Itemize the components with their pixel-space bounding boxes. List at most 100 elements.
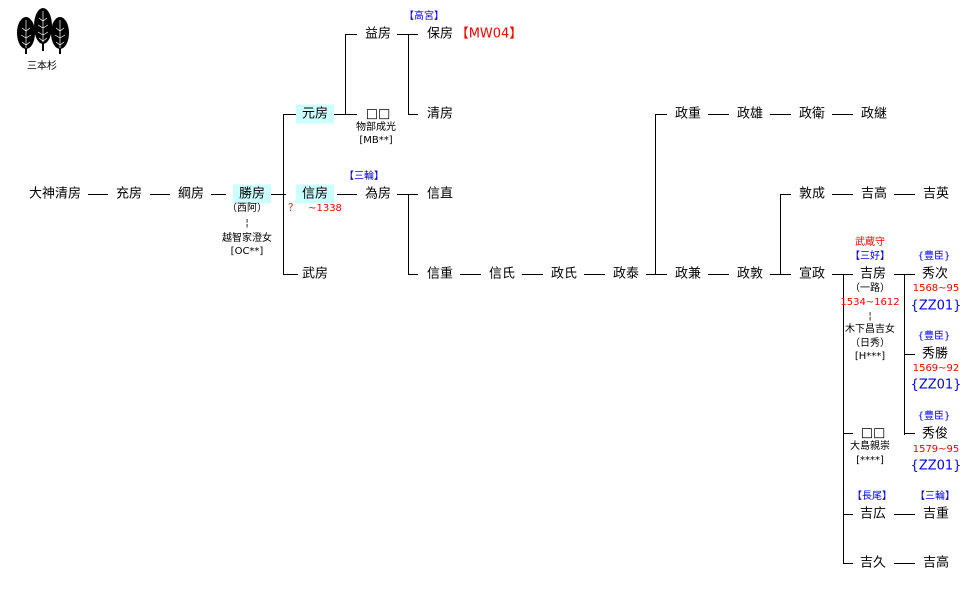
unknown1-code: [MB**] [359,135,393,146]
hidekatsu-clan: {豊臣} [917,331,951,342]
hidetsugu-clan: {豊臣} [917,251,951,262]
person-masashige: 政重 [674,106,702,122]
connector-line [522,274,543,275]
katsufusa-alias: （西阿） [227,203,267,214]
connector-line [843,563,853,564]
katsufusa-wife: 越智家澄女 [222,233,272,244]
connector-line [88,194,108,195]
person-norimasa: 宣政 [798,266,826,282]
connector-line [770,114,791,115]
connector-line [904,354,915,355]
person-unknown1: □□ [365,106,391,122]
yoshishige-clan: 【三輪】 [915,491,955,502]
yoshihiro-clan: 【長尾】 [852,491,892,502]
person-kiyofusa: 清房 [426,106,454,122]
hidekatsu-code: {ZZ01} [910,377,962,393]
person-masao: 政雄 [736,106,764,122]
hidetoshi-clan: {豊臣} [917,411,951,422]
yoshifusa-wife-alias: （日秀） [850,338,890,349]
person-yoshihide: 吉英 [922,186,950,202]
connector-line [843,274,844,564]
connector-line [150,194,170,195]
person-katsufusa: 勝房 [232,184,272,204]
connector-line [408,274,418,275]
person-nobuuji: 信氏 [488,266,516,282]
unknown2-code: [****] [856,455,884,466]
three-cedar-trees-crest-icon [17,8,69,54]
connector-line [894,514,915,515]
person-takefusa: 武房 [301,266,329,282]
connector-line [283,114,296,115]
hidekatsu-dates: 1569~92 [912,363,960,374]
hidetoshi-code: {ZZ01} [910,458,962,474]
unknown2-note: 大島親崇 [850,441,890,452]
person-masayasu: 政泰 [612,266,640,282]
connector-line [337,194,357,195]
person-yoshitaka-1: 吉高 [860,186,888,202]
tamefusa-clan: 【三輪】 [344,171,384,182]
connector-line [904,274,905,435]
person-unknown2: □□ [860,425,886,441]
connector-line [843,433,853,434]
crest-label: 三本杉 [27,61,57,72]
connector-line [655,114,656,275]
marriage-mark: ¦ [868,311,872,322]
person-yasufusa: 保房 [426,26,454,42]
connector-line [780,194,781,275]
person-hidekatsu: 秀勝 [921,346,949,362]
person-nobushige: 信重 [426,266,454,282]
person-yoshishige: 吉重 [922,506,950,522]
connector-line [708,274,729,275]
connector-line [265,194,286,195]
connector-line [843,514,853,515]
connector-line [408,34,409,115]
katsufusa-wife-code: [OC**] [230,246,264,257]
connector-line [894,563,915,564]
connector-line [780,194,791,195]
hidetsugu-code: {ZZ01} [910,298,962,314]
connector-line [832,194,853,195]
connector-line [904,433,915,434]
connector-line [584,274,605,275]
connector-line [832,114,853,115]
connector-line [894,194,915,195]
yoshifusa-wife-code: [H***] [854,351,886,362]
hidetsugu-dates: 1568~95 [912,283,960,294]
person-masatsugu: 政継 [860,106,888,122]
connector-line [283,114,284,275]
connector-line [646,274,667,275]
person-yoshihiro: 吉広 [859,506,887,522]
connector-line [408,194,409,275]
connector-line [655,114,667,115]
connector-line [708,114,729,115]
person-masakane: 政兼 [674,266,702,282]
person-hidetoshi: 秀俊 [921,426,949,442]
yasufusa-clan: 【高宮】 [404,11,444,22]
person-tsunafusa: 綱房 [177,186,205,202]
person-yoshitaka-2: 吉高 [922,555,950,571]
connector-line [211,194,226,195]
person-masahira: 政衛 [798,106,826,122]
yoshifusa-clan: 【三好】 [850,251,890,262]
yoshifusa-alias: （一路） [850,283,890,294]
yasufusa-code: 【MW04】 [455,26,523,42]
person-nobunao: 信直 [426,186,454,202]
person-nobufusa: 信房 [295,184,335,204]
person-masaatsu: 政敦 [736,266,764,282]
person-atsunari: 敦成 [798,186,826,202]
yoshifusa-dates: 1534~1612 [840,297,900,308]
person-ogami-kiyofusa: 大神清房 [28,186,82,202]
connector-line [397,34,418,35]
person-yoshifusa: 吉房 [859,266,887,282]
connector-line [345,34,357,35]
person-masufusa: 益房 [364,26,392,42]
person-tamefusa: 為房 [364,186,392,202]
yoshifusa-wife: 木下昌吉女 [845,324,895,335]
nobufusa-dates: ？ ~1338 [288,203,342,214]
connector-line [345,34,346,115]
person-yoshihisa: 吉久 [859,555,887,571]
connector-line [460,274,481,275]
person-motofusa: 元房 [295,104,335,124]
yoshifusa-title: 武蔵守 [855,237,885,248]
